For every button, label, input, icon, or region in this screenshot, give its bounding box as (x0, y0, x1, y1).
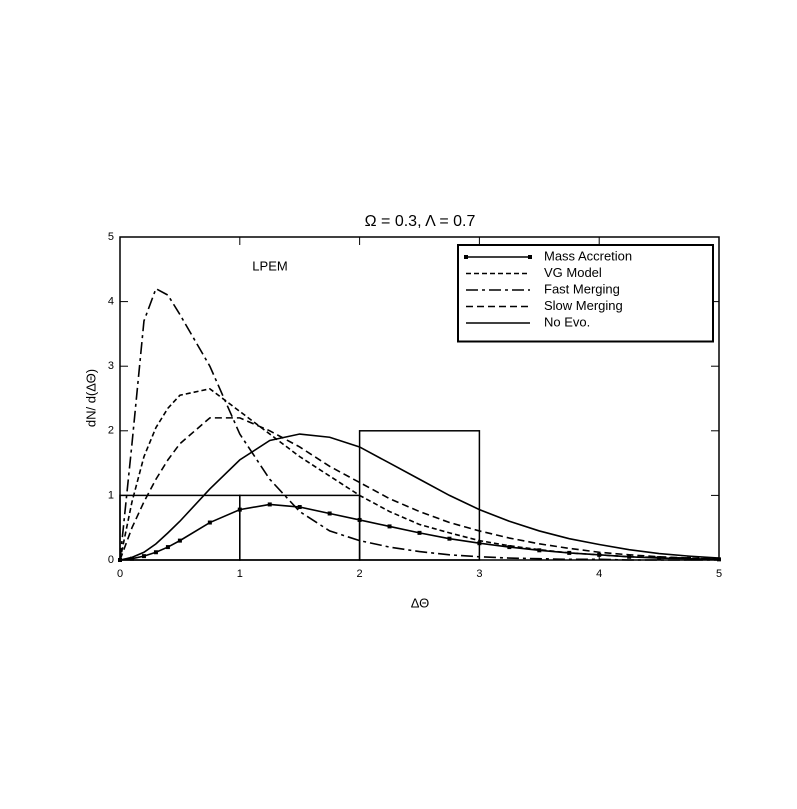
series-marker (357, 517, 362, 522)
series-marker (165, 545, 170, 550)
series-marker (507, 545, 512, 550)
y-tick-label: 3 (108, 360, 114, 372)
series-marker (267, 502, 272, 507)
legend-label: Mass Accretion (544, 248, 632, 263)
annotation: LPEM (252, 258, 287, 273)
series-marker (237, 507, 242, 512)
series-line (119, 387, 720, 561)
x-axis-label: ΔΘ (411, 595, 430, 610)
legend-marker (464, 255, 468, 259)
x-tick-label: 4 (596, 568, 602, 580)
series-marker (537, 548, 542, 553)
legend-label: VG Model (544, 265, 602, 280)
series-line (119, 433, 720, 561)
series-marker (327, 511, 332, 516)
series-line (119, 417, 720, 561)
y-tick-label: 1 (108, 489, 114, 501)
series-marker (387, 524, 392, 529)
x-tick-label: 5 (716, 568, 722, 580)
y-tick-label: 5 (108, 231, 114, 243)
y-tick-label: 2 (108, 425, 114, 437)
y-tick-label: 0 (108, 554, 114, 566)
chart-title: Ω = 0.3, Λ = 0.7 (365, 213, 476, 230)
legend-label: No Evo. (544, 314, 590, 329)
series-marker (177, 538, 182, 543)
series-marker (141, 554, 146, 559)
histogram-bar (119, 494, 241, 561)
series-marker (153, 550, 158, 555)
series-marker (417, 530, 422, 535)
series-marker (477, 541, 482, 546)
x-tick-label: 1 (237, 568, 243, 580)
x-tick-label: 3 (476, 568, 482, 580)
series-marker (129, 556, 134, 561)
series-marker (627, 554, 632, 559)
x-tick-label: 0 (117, 568, 123, 580)
series-marker (207, 520, 212, 525)
y-tick-label: 4 (108, 296, 114, 308)
legend-marker (528, 255, 532, 259)
legend-box (457, 244, 714, 343)
series-line (119, 287, 719, 561)
series-marker (657, 556, 662, 561)
x-tick-label: 2 (357, 568, 363, 580)
y-axis-label: dN/ d(ΔΘ) (83, 369, 98, 427)
legend-label: Fast Merging (544, 281, 620, 296)
series-marker (297, 505, 302, 510)
series-marker (447, 536, 452, 541)
legend-label: Slow Merging (544, 298, 623, 313)
